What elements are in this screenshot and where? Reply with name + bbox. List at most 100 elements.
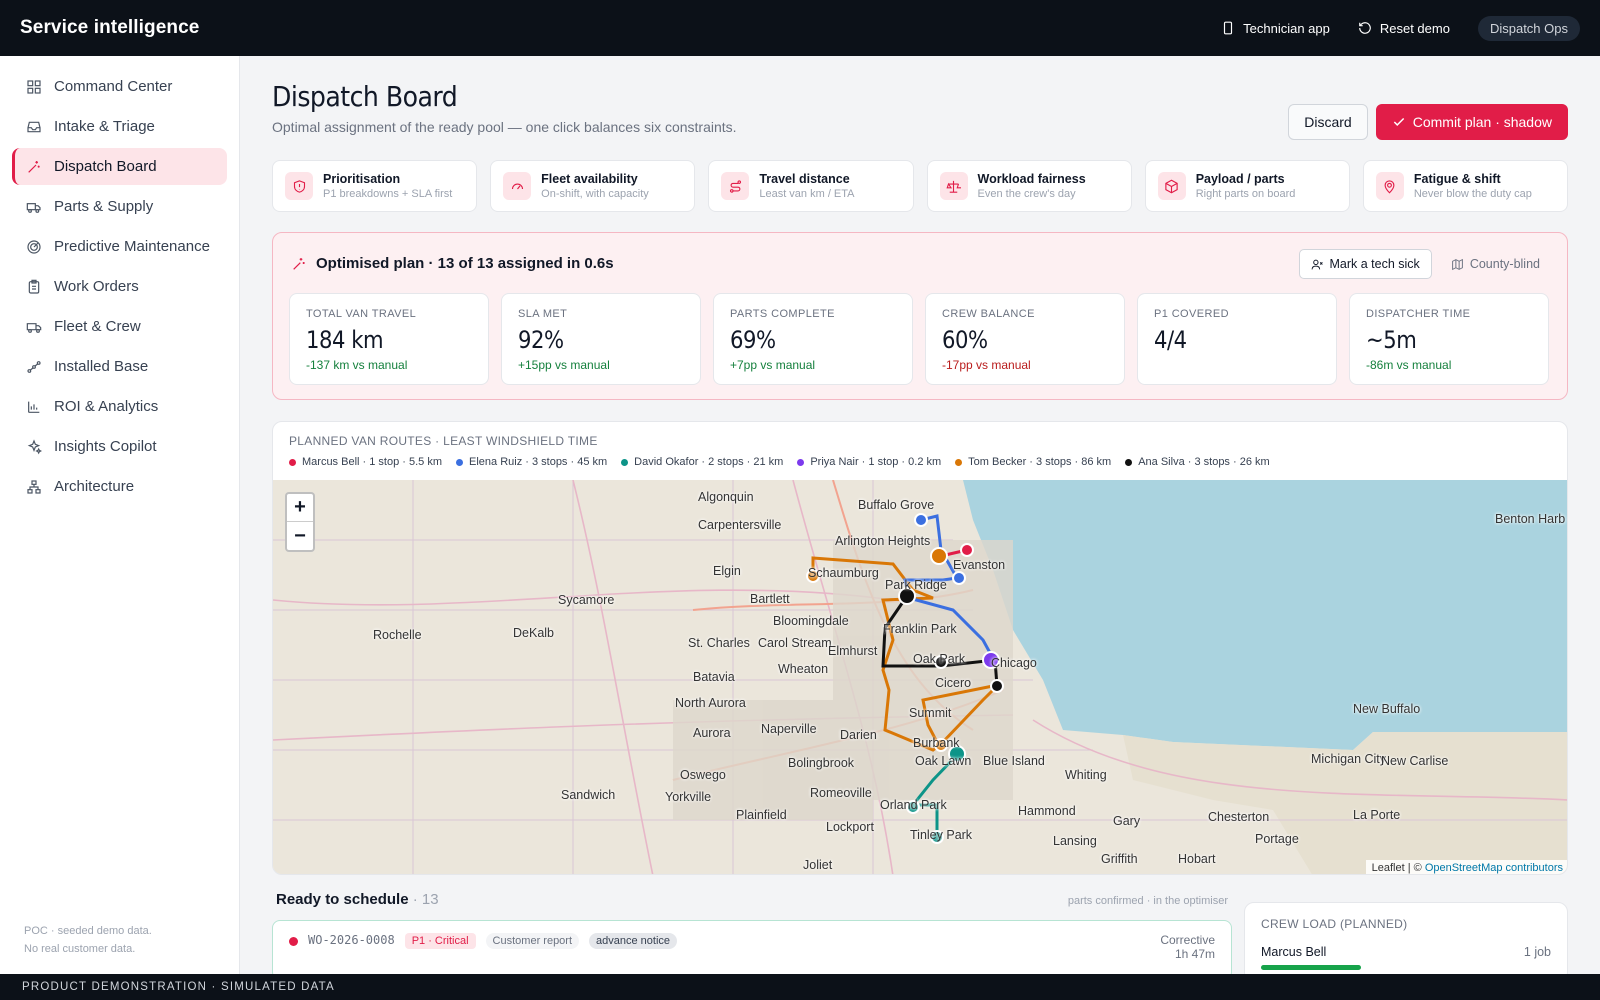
mark-tech-sick-label: Mark a tech sick: [1329, 257, 1420, 271]
kpi-value: 92%: [518, 326, 564, 354]
route-stop-marker[interactable]: [898, 587, 916, 605]
mark-tech-sick-button[interactable]: Mark a tech sick: [1298, 249, 1432, 279]
sidebar-item-installed-base[interactable]: Installed Base: [12, 348, 227, 385]
ready-title: Ready to schedule · 13: [276, 891, 439, 908]
sidebar-item-insights-copilot[interactable]: Insights Copilot: [12, 428, 227, 465]
discard-button[interactable]: Discard: [1288, 104, 1368, 140]
sidebar-item-parts-supply[interactable]: Parts & Supply: [12, 188, 227, 225]
map-place-label: Whiting: [1065, 768, 1107, 782]
route-stop-marker[interactable]: [914, 513, 928, 527]
constraint-card-travel-distance: Travel distance Least van km / ETA: [708, 160, 914, 212]
legend-label: Priya Nair · 1 stop · 0.2 km: [810, 456, 942, 468]
route-stop-marker[interactable]: [934, 738, 948, 752]
map-place-label: New Buffalo: [1353, 702, 1421, 716]
ready-title-text: Ready to schedule: [276, 891, 409, 908]
page-title: Dispatch Board: [272, 80, 458, 113]
constraint-title: Fatigue & shift: [1413, 172, 1501, 186]
map-place-label: Cicero: [935, 676, 972, 690]
map-place-label: Franklin Park: [883, 622, 957, 636]
hierarchy-icon: [27, 479, 41, 494]
route-stop-marker[interactable]: [934, 655, 948, 669]
smartphone-icon: [1224, 21, 1233, 35]
commit-plan-label: Commit plan · shadow: [1412, 114, 1552, 130]
sidebar-item-intake-triage[interactable]: Intake & Triage: [12, 108, 227, 145]
app-title: Service intelligence: [20, 17, 200, 38]
map-place-label: Tinley Park: [910, 828, 973, 842]
leaflet-attribution[interactable]: Leaflet | ©: [1371, 862, 1425, 874]
clipboard-icon: [28, 279, 40, 294]
kpi-sla-met: SLA MET 92% +15pp vs manual: [501, 293, 701, 385]
route-stop-marker[interactable]: [952, 571, 966, 585]
top-bar: Service intelligence Technician app Rese…: [0, 0, 1600, 56]
route-stop-marker[interactable]: [806, 569, 820, 583]
zoom-in-button[interactable]: +: [287, 494, 313, 522]
constraint-title: Fleet availability: [541, 172, 638, 186]
map-place-label: Hobart: [1178, 852, 1216, 866]
route-stop-marker[interactable]: [948, 745, 966, 763]
route-stop-marker[interactable]: [990, 679, 1004, 693]
plan-headline: Optimised plan · 13 of 13 assigned in 0.…: [316, 255, 614, 272]
grid-icon: [27, 79, 41, 94]
reset-demo-button[interactable]: Reset demo: [1358, 21, 1450, 36]
sidebar-item-label: Intake & Triage: [54, 118, 155, 135]
legend-swatch: [1125, 458, 1133, 466]
map-place-label: Oak Lawn: [915, 754, 972, 768]
technician-app-button[interactable]: Technician app: [1221, 21, 1330, 36]
work-order-row[interactable]: WO-2026-0008 P1 · Critical Customer repo…: [272, 920, 1232, 974]
map-place-label: Algonquin: [698, 490, 754, 504]
sidebar-item-dispatch-board[interactable]: Dispatch Board: [12, 148, 227, 185]
constraint-title: Travel distance: [759, 172, 850, 186]
map-place-label: Chesterton: [1208, 810, 1270, 824]
map-place-label: Gary: [1113, 814, 1141, 828]
kpi-p1-covered: P1 COVERED 4/4: [1137, 293, 1337, 385]
sidebar-item-label: Insights Copilot: [54, 438, 157, 455]
sidebar-item-command-center[interactable]: Command Center: [12, 68, 227, 105]
map-place-label: Michigan City: [1311, 752, 1387, 766]
map-place-label: Batavia: [693, 670, 735, 684]
kpi-label: CREW BALANCE: [942, 308, 1035, 320]
sidebar-item-architecture[interactable]: Architecture: [12, 468, 227, 505]
map-place-label: Blue Island: [983, 754, 1045, 768]
route-stop-marker[interactable]: [930, 830, 944, 844]
commit-plan-button[interactable]: Commit plan · shadow: [1375, 104, 1568, 140]
route-stop-marker[interactable]: [930, 547, 948, 565]
work-order-id: WO-2026-0008: [308, 933, 395, 947]
constraint-subtitle: Never blow the duty cap: [1413, 188, 1532, 200]
role-switcher[interactable]: Dispatch Ops: [1477, 15, 1580, 41]
constraint-icon-wrap: [285, 172, 313, 200]
ready-note: parts confirmed · in the optimiser: [1067, 895, 1228, 907]
map-place-label: Bolingbrook: [788, 756, 855, 770]
legend-item: Elena Ruiz · 3 stops · 45 km: [456, 456, 607, 468]
optimised-plan-panel: Optimised plan · 13 of 13 assigned in 0.…: [272, 232, 1568, 400]
sidebar-item-work-orders[interactable]: Work Orders: [12, 268, 227, 305]
map-place-label: Wheaton: [778, 662, 829, 676]
route-stop-marker[interactable]: [982, 651, 1000, 669]
map-place-label: Darien: [840, 728, 877, 742]
sidebar-item-fleet-crew[interactable]: Fleet & Crew: [12, 308, 227, 345]
page-subtitle: Optimal assignment of the ready pool — o…: [272, 119, 737, 135]
map-place-label: Benton Harb: [1495, 512, 1566, 526]
county-blind-toggle[interactable]: County-blind: [1440, 249, 1551, 279]
kpi-label: DISPATCHER TIME: [1366, 308, 1471, 320]
sidebar-item-label: Installed Base: [54, 358, 149, 375]
sidebar-item-roi-analytics[interactable]: ROI & Analytics: [12, 388, 227, 425]
work-order-type: Corrective: [1160, 933, 1215, 947]
crew-load-bar: [1261, 965, 1361, 970]
route-map[interactable]: Algonquin Buffalo Grove Carpentersville Arl…: [273, 480, 1567, 874]
route-stop-marker[interactable]: [960, 543, 974, 557]
zoom-out-button[interactable]: −: [294, 524, 306, 547]
sparkle-wand-icon: [293, 257, 305, 270]
route-map-card: PLANNED VAN ROUTES · LEAST WINDSHIELD TI…: [272, 421, 1568, 875]
osm-attribution-link[interactable]: OpenStreetMap contributors: [1424, 862, 1563, 874]
kpi-dispatcher-time: DISPATCHER TIME ~5m -86m vs manual: [1349, 293, 1549, 385]
map-place-label: Schaumburg: [808, 566, 879, 580]
legend-swatch: [456, 458, 463, 466]
kpi-value: 4/4: [1154, 326, 1187, 354]
sidebar-item-predictive-maintenance[interactable]: Predictive Maintenance: [12, 228, 227, 265]
map-place-label: Oswego: [680, 768, 726, 782]
map-place-label: Chicago: [991, 656, 1037, 670]
kpi-delta: -17pp vs manual: [942, 358, 1031, 372]
route-stop-marker[interactable]: [906, 800, 920, 814]
map-place-label: Hammond: [1018, 804, 1076, 818]
sidebar-item-label: ROI & Analytics: [54, 398, 159, 415]
